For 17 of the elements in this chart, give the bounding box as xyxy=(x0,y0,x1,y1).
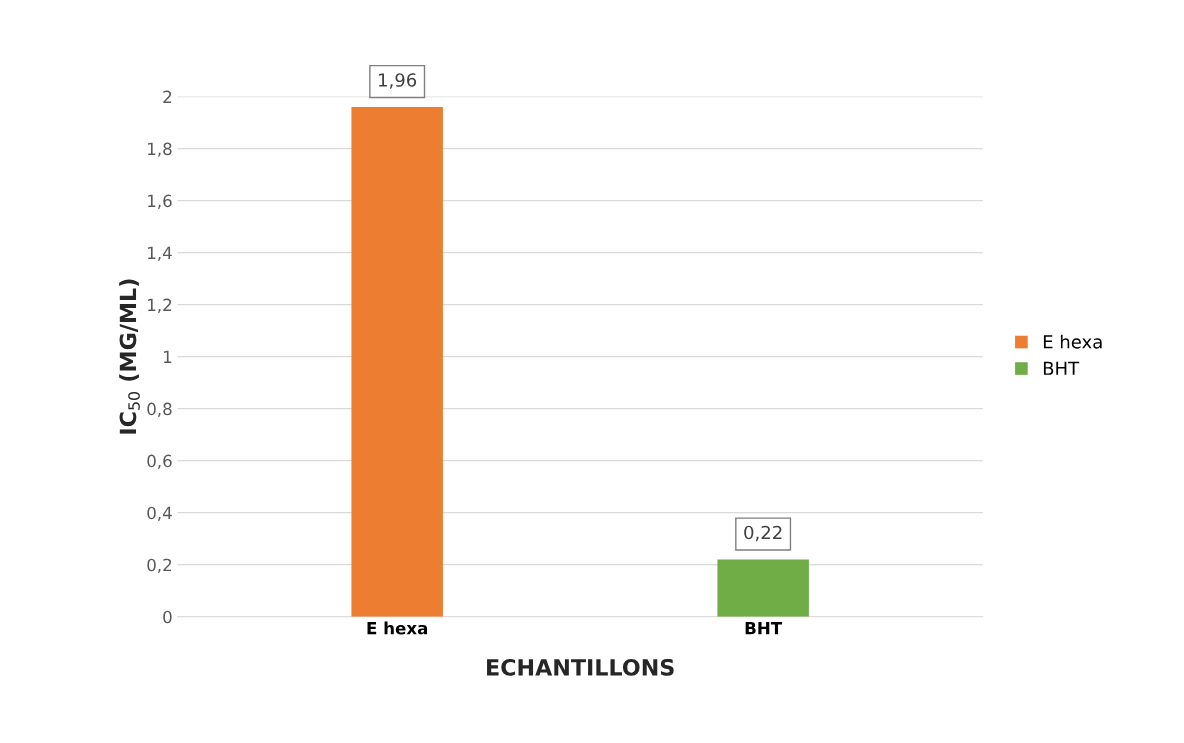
y-tick-label: 0,2 xyxy=(147,558,172,573)
legend-label: BHT xyxy=(1043,361,1080,375)
y-axis-title: IC$_{50}$ (MG/ML) xyxy=(119,279,140,434)
y-tick-label: 0 xyxy=(163,610,172,624)
y-tick-label: 1,4 xyxy=(148,246,172,261)
y-tick-label: 0,4 xyxy=(147,506,172,521)
data-label: 0,22 xyxy=(744,525,782,542)
y-tick-label: 1,2 xyxy=(148,298,172,313)
y-tick-label: 1,8 xyxy=(148,142,172,157)
y-tick-label: 0,6 xyxy=(147,454,172,469)
y-tick-label: 0,8 xyxy=(147,402,172,417)
y-tick-label: 2 xyxy=(163,90,172,103)
x-axis-title: ECHANTILLONS xyxy=(487,658,674,676)
legend-label: E hexa xyxy=(1043,334,1102,349)
y-tick-label: 1,6 xyxy=(148,194,172,209)
y-tick-label: 1 xyxy=(163,350,172,363)
data-label: 1,96 xyxy=(379,73,417,89)
